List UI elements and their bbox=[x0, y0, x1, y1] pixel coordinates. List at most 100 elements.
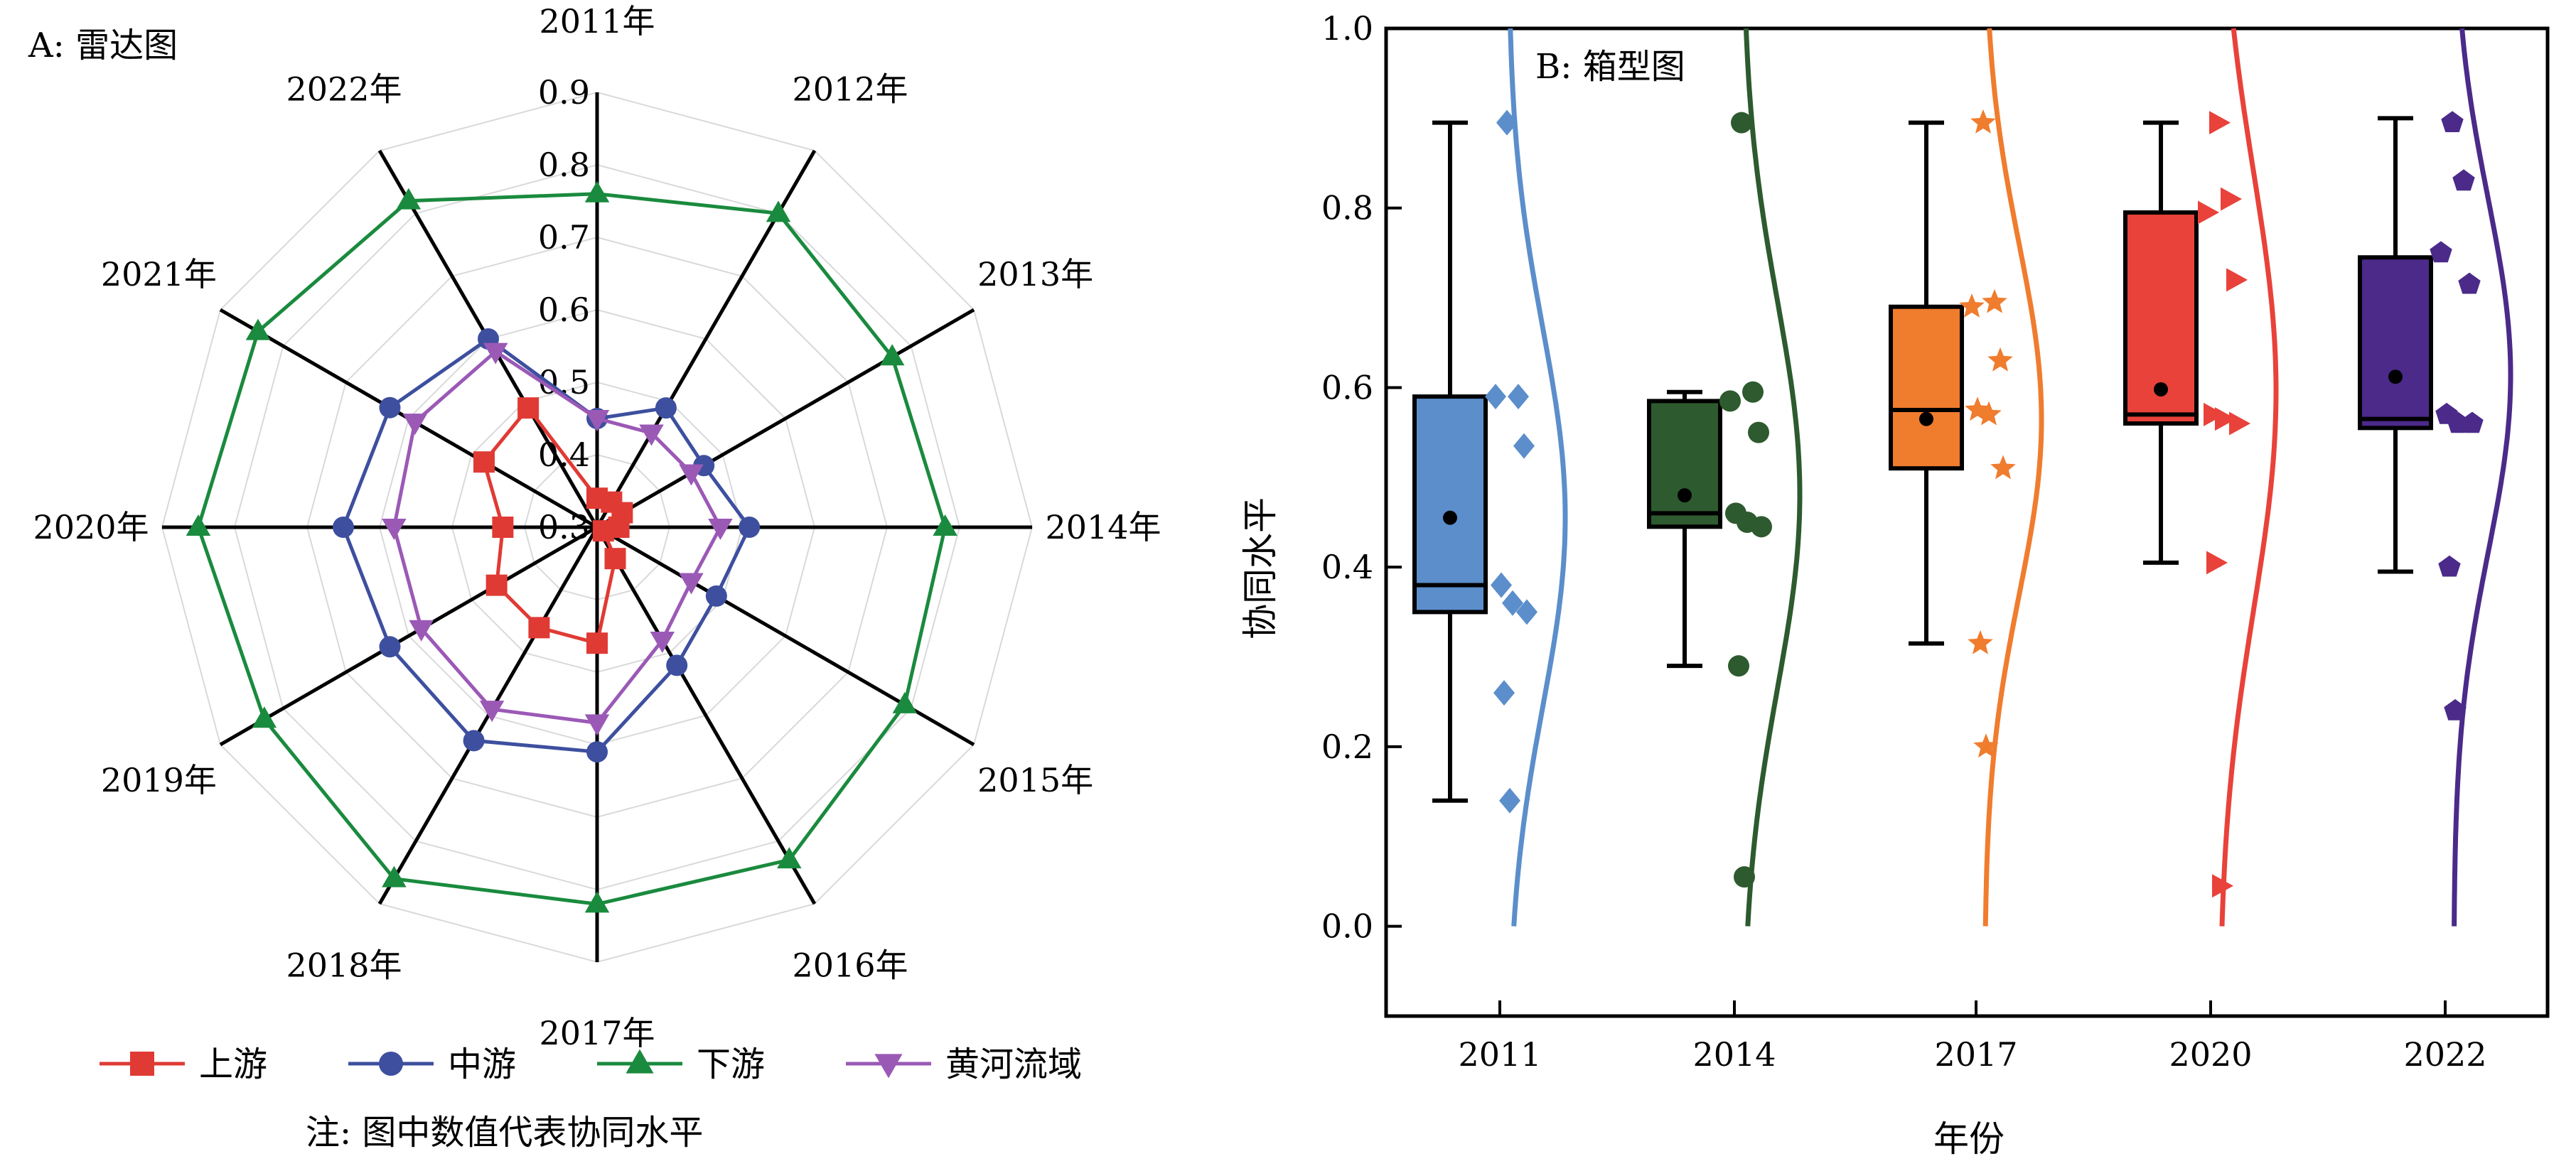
y-tick-label: 0.0 bbox=[1321, 907, 1373, 946]
radar-series-point bbox=[679, 464, 704, 486]
data-point bbox=[2452, 169, 2475, 191]
radar-series-point bbox=[766, 200, 791, 222]
radar-series-3 bbox=[382, 342, 733, 736]
radar-series-point bbox=[252, 706, 277, 728]
legend-label: 中游 bbox=[448, 1044, 516, 1084]
data-point bbox=[1496, 109, 1518, 136]
radar-series-point bbox=[650, 632, 675, 654]
y-tick-label: 1.0 bbox=[1321, 9, 1373, 48]
box-mean bbox=[2388, 369, 2403, 384]
legend-label: 上游 bbox=[199, 1044, 267, 1084]
radar-category-label: 2021年 bbox=[101, 255, 217, 293]
distribution-curve bbox=[1508, 28, 1568, 927]
data-point bbox=[1970, 109, 1996, 134]
data-point bbox=[1973, 733, 1999, 758]
data-point bbox=[2206, 551, 2228, 575]
box-distribution-curves bbox=[1508, 28, 2513, 927]
radar-category-label: 2020年 bbox=[33, 508, 149, 546]
distribution-curve bbox=[1744, 28, 1803, 927]
x-tick-label: 2017 bbox=[1934, 1035, 2017, 1074]
radar-series-point bbox=[528, 617, 550, 639]
y-tick-label: 0.6 bbox=[1321, 368, 1373, 406]
x-tick-label: 2011 bbox=[1458, 1035, 1541, 1074]
data-point bbox=[2198, 200, 2219, 225]
radar-series-point bbox=[517, 397, 540, 419]
radar-category-label: 2012年 bbox=[792, 70, 908, 108]
legend-marker bbox=[874, 1054, 903, 1079]
distribution-curve bbox=[2219, 28, 2279, 927]
box-points bbox=[1485, 109, 2484, 898]
data-point bbox=[1965, 396, 1990, 421]
radar-series-point bbox=[586, 632, 608, 654]
radar-radial-tick-label: 0.7 bbox=[538, 218, 590, 257]
data-point bbox=[1748, 421, 1769, 443]
radar-series bbox=[186, 180, 957, 913]
box-panel-label: B: 箱型图 bbox=[1535, 47, 1685, 87]
box-2022 bbox=[2358, 116, 2433, 574]
box-2014 bbox=[1647, 389, 1722, 669]
box-body bbox=[1412, 394, 1488, 615]
data-point bbox=[1959, 293, 1985, 318]
radar-series-point bbox=[777, 847, 802, 869]
data-point bbox=[1508, 384, 1529, 410]
radar-radial-tick-label: 0.8 bbox=[538, 146, 590, 184]
radar-series-point bbox=[604, 548, 626, 570]
y-tick-label: 0.4 bbox=[1321, 548, 1373, 586]
box-body bbox=[1889, 304, 1964, 471]
radar-category-label: 2018年 bbox=[286, 946, 402, 985]
box-y-axis-label: 协同水平 bbox=[1240, 497, 1281, 639]
data-point bbox=[2458, 272, 2481, 294]
radar-series-point bbox=[739, 517, 761, 538]
radar-series-point bbox=[379, 636, 401, 658]
radar-series-point bbox=[584, 180, 610, 203]
radar-category-label: 2022年 bbox=[286, 70, 402, 108]
box-2020 bbox=[2123, 120, 2199, 565]
data-point bbox=[1513, 433, 1535, 459]
radar-series-point bbox=[379, 396, 401, 419]
box-plot-frame bbox=[1384, 26, 2550, 1018]
radar-category-label: 2011年 bbox=[539, 2, 655, 41]
radar-category-labels: 2011年 2012年 2013年 2014年 2015年 2016年 2017年 2018年… bbox=[33, 2, 1161, 1052]
data-point bbox=[2215, 407, 2236, 431]
legend-marker bbox=[626, 1049, 654, 1074]
radar-series-point bbox=[679, 573, 704, 595]
data-point bbox=[1491, 572, 1512, 598]
data-point bbox=[2209, 111, 2231, 135]
box-y-ticks: 0.0 0.2 0.4 0.6 0.8 1.0 bbox=[1321, 9, 1402, 946]
data-point bbox=[2461, 411, 2484, 433]
radar-series-point bbox=[584, 891, 610, 913]
radar-category-label: 2014年 bbox=[1045, 508, 1161, 546]
radar-series-point bbox=[708, 519, 733, 540]
data-point bbox=[1728, 655, 1749, 677]
radar-series-point bbox=[409, 620, 434, 642]
distribution-curve bbox=[1982, 28, 2044, 927]
radar-series-2 bbox=[186, 180, 957, 913]
radar-series-point bbox=[382, 865, 407, 887]
radar-series-point bbox=[892, 691, 918, 713]
data-point bbox=[1990, 455, 2016, 480]
data-point bbox=[1968, 630, 1993, 654]
x-tick-label: 2014 bbox=[1692, 1035, 1776, 1074]
radar-series-point bbox=[666, 654, 688, 676]
radar-series-point bbox=[473, 451, 495, 473]
radar-series-point bbox=[245, 318, 271, 340]
box-2017 bbox=[1889, 120, 1964, 646]
radar-category-label: 2016年 bbox=[792, 946, 908, 985]
data-point bbox=[1499, 787, 1520, 814]
data-point bbox=[1987, 347, 2013, 372]
legend-marker bbox=[130, 1052, 154, 1076]
radar-series-point bbox=[655, 397, 677, 419]
box-mean bbox=[1443, 510, 1457, 525]
box-mean bbox=[1678, 488, 1692, 503]
radar-series-point bbox=[639, 424, 664, 446]
radar-series-point bbox=[402, 414, 428, 436]
x-tick-label: 2020 bbox=[2169, 1035, 2252, 1074]
data-point bbox=[1734, 866, 1755, 888]
box-chart: B: 箱型图 0.00.20.40.60.81.0 2011 2014 2017 20… bbox=[1240, 9, 2550, 1160]
radar-series-point bbox=[463, 730, 485, 752]
data-point bbox=[2444, 698, 2467, 720]
box-x-axis-label: 年份 bbox=[1933, 1118, 2005, 1160]
data-point bbox=[1976, 401, 2002, 426]
radar-series-point bbox=[396, 188, 422, 210]
